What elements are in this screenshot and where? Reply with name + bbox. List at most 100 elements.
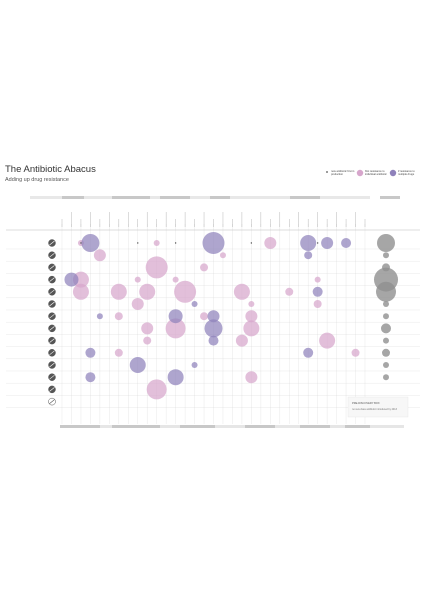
first-resistance-point [145,256,168,279]
multi-resistance-point [85,347,96,358]
multi-resistance-point [207,310,220,323]
bacteria-icon-mark [49,240,55,246]
timeline-segment [62,196,84,199]
first-resistance-point [172,276,179,283]
timeline-footer [60,425,404,428]
bacteria-icon-mark [49,350,55,356]
first-resistance-point [134,276,141,283]
legend-purple-marker [389,169,397,177]
first-resistance-point [243,320,260,337]
bacteria-icon-mark [49,313,55,319]
first-resistance-point [245,371,258,384]
bacteria-icon-mark [49,277,55,282]
bacteria-icon-mark [49,387,55,392]
multi-resistance-point [129,357,146,373]
first-resistance-point [146,379,167,400]
bacteria-icon-mark [49,265,55,270]
total-point [376,281,396,302]
first-resistance-point [141,322,154,335]
multi-resistance-point [168,309,183,324]
total-point [383,374,389,381]
first-resistance-point [200,263,209,272]
multi-resistance-point [81,234,100,252]
first-resistance-point [233,283,250,300]
bacteria-icon-mark [49,289,55,295]
first-resistance-point [319,332,336,349]
new-antibiotic-dot [250,242,253,244]
info-box-frame [347,396,409,418]
total-point [381,323,391,334]
footer-segment [345,425,370,428]
legend-dot-marker [326,171,328,173]
multi-resistance-point [300,235,317,251]
footer-segment [180,425,215,428]
totals-column [374,234,398,381]
total-point [383,252,389,259]
first-resistance-point [131,298,144,310]
first-resistance-point [314,276,321,283]
total-point [383,362,389,368]
first-resistance-point [110,283,127,300]
total-point [382,348,390,357]
legend-multi-resistance: if resistance to multiple drugs [398,170,420,176]
multi-resistance-point [312,286,323,297]
legend-label: new antibiotic first in production [331,170,355,176]
first-resistance-point [72,283,89,300]
bacteria-icon-mark [49,374,55,380]
first-resistance-point [248,301,255,307]
first-resistance-point [351,348,360,357]
footer-segment [112,425,160,428]
first-resistance-point [153,240,160,246]
new-antibiotic-dot [80,242,82,244]
info-box-text: no new class antibiotic introduced by 20… [352,408,398,411]
legend-new-antibiotic: new antibiotic first in production [331,170,355,176]
footer-segment [60,425,100,428]
legend-markers [326,169,397,177]
timeline-segment [160,196,190,199]
new-antibiotic-dot [174,242,177,244]
first-resistance-point [139,283,156,300]
multi-resistance-point [303,347,314,358]
legend-label: if resistance to multiple drugs [398,170,415,176]
chart-title: The Antibiotic Abacus [5,164,96,175]
legend-label: first resistance to individual antibioti… [365,170,387,176]
bacteria-icon-mark [49,362,55,368]
first-resistance-point [114,312,123,321]
timeline-segment [380,196,400,199]
first-resistance-point [285,287,294,296]
multi-resistance-point [321,237,334,249]
bacteria-icon-mark [49,399,55,404]
resistance-points [64,232,360,400]
first-resistance-point [313,300,322,308]
legend-first-resistance: first resistance to individual antibioti… [365,170,389,176]
new-antibiotic-dot [137,242,139,244]
bacteria-icon-mark [49,252,55,258]
first-resistance-point [165,318,186,339]
multi-resistance-point [96,313,103,320]
total-point [383,313,389,320]
multi-resistance-point [191,301,198,307]
bacteria-icon-mark [49,338,55,343]
multi-resistance-point [191,362,198,368]
multi-resistance-point [167,369,184,386]
multi-resistance-point [202,232,225,254]
timeline-header [30,196,400,227]
new-antibiotic-dot [316,242,319,244]
first-resistance-point [174,280,197,303]
total-point [377,234,395,252]
info-box-heading: PRE-DISCOVERY BOX [352,401,380,405]
footer-bar [60,425,404,428]
timeline-bar [30,196,370,199]
multi-resistance-point [85,372,96,383]
timeline-segment [112,196,150,199]
timeline-segment [290,196,320,199]
first-resistance-point [93,249,106,262]
first-resistance-point [245,310,258,323]
bacteria-icon-mark [49,301,55,307]
first-resistance-point [200,312,209,321]
footer-segment [245,425,275,428]
bacteria-rows [48,239,56,406]
multi-resistance-point [341,238,352,248]
first-resistance-point [143,336,152,345]
